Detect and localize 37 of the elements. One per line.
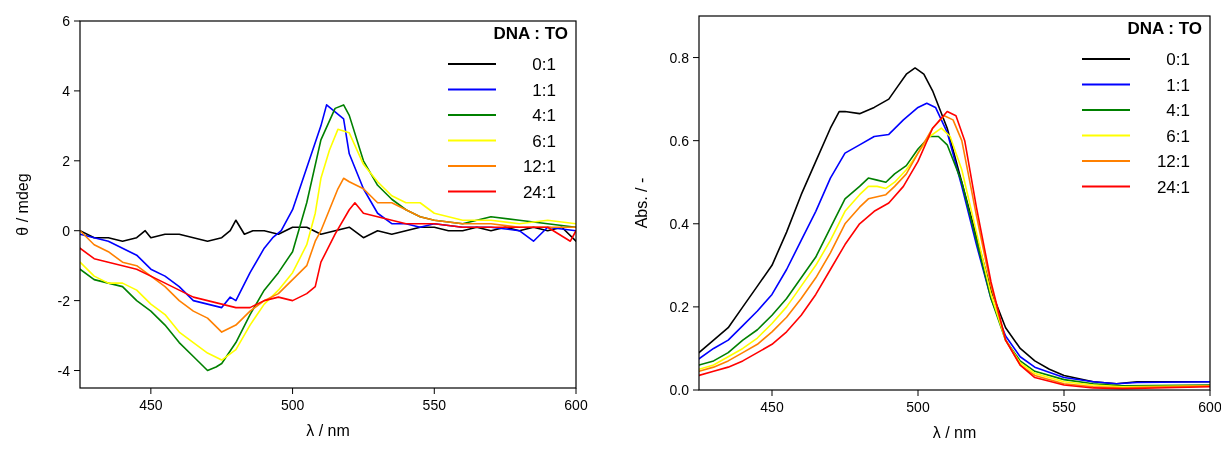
legend-label: 4:1 [1166, 101, 1190, 120]
x-tick-label: 500 [906, 399, 930, 415]
y-tick-label: 2 [62, 152, 71, 169]
legend-label: 1:1 [1166, 75, 1190, 95]
legend-label: 4:1 [532, 106, 556, 125]
legend-label: 0:1 [532, 55, 556, 74]
y-tick-label: 0 [62, 222, 71, 239]
y-tick-label: 6 [62, 13, 71, 29]
x-tick-label: 600 [1198, 399, 1221, 415]
y-tick-label: 0.6 [669, 132, 690, 149]
legend-label: 12:1 [1156, 152, 1190, 171]
y-tick-label: -4 [57, 362, 71, 379]
y-tick-label: 0.0 [669, 382, 690, 398]
x-axis-title: λ / nm [932, 424, 977, 441]
legend-label: 6:1 [532, 131, 556, 151]
y-tick-label: 4 [62, 82, 71, 99]
legend-title: DNA : TO [1127, 19, 1202, 38]
y-tick-label: 0.2 [669, 298, 690, 315]
x-tick-label: 500 [280, 397, 305, 413]
x-tick-label: 450 [760, 399, 784, 415]
x-tick-label: 550 [422, 397, 447, 413]
y-tick-label: 0.8 [669, 49, 690, 66]
y-tick-label: 0.4 [669, 215, 690, 232]
legend-label: 24:1 [522, 182, 556, 202]
legend-title: DNA : TO [493, 24, 568, 43]
legend-label: 0:1 [1166, 50, 1190, 69]
y-axis-title: Abs. / - [633, 177, 650, 229]
x-tick-label: 600 [564, 397, 588, 413]
legend-label: 1:1 [532, 80, 556, 100]
legend-label: 12:1 [522, 157, 556, 176]
x-axis-title: λ / nm [306, 422, 350, 439]
x-tick-label: 450 [139, 397, 163, 413]
legend-label: 24:1 [1156, 177, 1190, 197]
x-tick-label: 550 [1052, 399, 1076, 415]
legend-label: 6:1 [1166, 126, 1190, 146]
y-tick-label: -2 [57, 292, 71, 309]
y-axis-title: θ / mdeg [14, 173, 31, 236]
